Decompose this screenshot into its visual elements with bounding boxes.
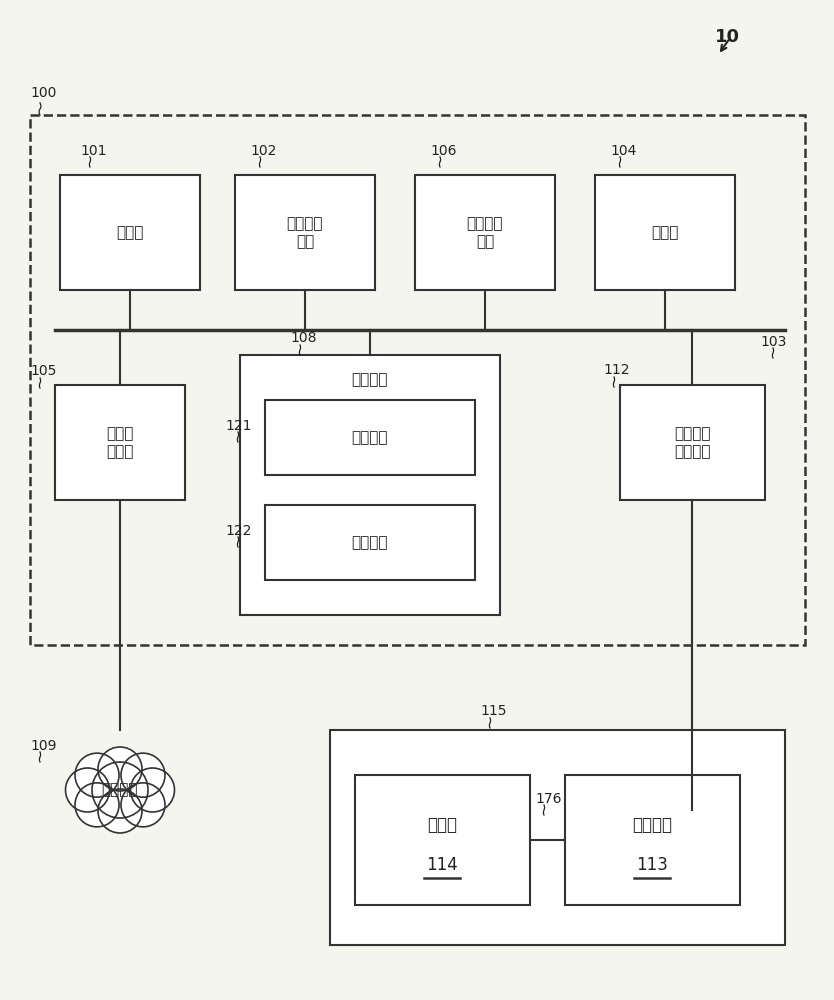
Text: 115: 115 xyxy=(480,704,506,718)
FancyBboxPatch shape xyxy=(265,505,475,580)
Circle shape xyxy=(75,783,119,827)
Text: 数据存储
设备: 数据存储 设备 xyxy=(467,216,503,249)
FancyBboxPatch shape xyxy=(415,175,555,290)
Circle shape xyxy=(121,753,165,797)
Text: 记录模块: 记录模块 xyxy=(352,535,389,550)
Text: 100: 100 xyxy=(30,86,57,100)
Text: 电脑网
络接口: 电脑网 络接口 xyxy=(106,426,133,459)
FancyBboxPatch shape xyxy=(235,175,375,290)
Text: 176: 176 xyxy=(535,792,561,806)
Text: 103: 103 xyxy=(760,335,786,349)
FancyBboxPatch shape xyxy=(355,775,530,905)
Circle shape xyxy=(98,789,142,833)
FancyBboxPatch shape xyxy=(330,730,785,945)
Text: 用户输入
设备: 用户输入 设备 xyxy=(287,216,324,249)
Circle shape xyxy=(75,753,119,797)
Text: 102: 102 xyxy=(250,144,276,158)
Text: 虚拟装置: 虚拟装置 xyxy=(352,430,389,445)
Text: 101: 101 xyxy=(80,144,107,158)
Text: 121: 121 xyxy=(225,419,252,433)
Text: 稳压器: 稳压器 xyxy=(428,816,458,834)
Text: 114: 114 xyxy=(427,856,459,874)
Text: 104: 104 xyxy=(610,144,636,158)
Circle shape xyxy=(121,783,165,827)
Circle shape xyxy=(92,762,148,818)
Text: 113: 113 xyxy=(636,856,668,874)
FancyBboxPatch shape xyxy=(60,175,200,290)
Text: 显示器: 显示器 xyxy=(651,225,679,240)
Text: 106: 106 xyxy=(430,144,456,158)
Text: 输入输出
总线接口: 输入输出 总线接口 xyxy=(674,426,711,459)
Circle shape xyxy=(98,747,142,791)
Text: 电脑网络: 电脑网络 xyxy=(102,782,138,798)
Text: 108: 108 xyxy=(290,331,316,345)
FancyBboxPatch shape xyxy=(595,175,735,290)
Text: 109: 109 xyxy=(30,739,57,753)
FancyBboxPatch shape xyxy=(265,400,475,475)
Text: 主存储器: 主存储器 xyxy=(352,372,389,387)
Circle shape xyxy=(130,768,174,812)
FancyBboxPatch shape xyxy=(240,355,500,615)
Text: 122: 122 xyxy=(225,524,251,538)
Bar xyxy=(30,115,805,645)
Circle shape xyxy=(66,768,109,812)
Text: 105: 105 xyxy=(30,364,57,378)
FancyBboxPatch shape xyxy=(55,385,185,500)
Text: 112: 112 xyxy=(603,363,630,377)
FancyBboxPatch shape xyxy=(565,775,740,905)
Text: 处理器: 处理器 xyxy=(116,225,143,240)
Text: 10: 10 xyxy=(715,28,740,46)
FancyBboxPatch shape xyxy=(620,385,765,500)
Text: 测试主机: 测试主机 xyxy=(632,816,672,834)
